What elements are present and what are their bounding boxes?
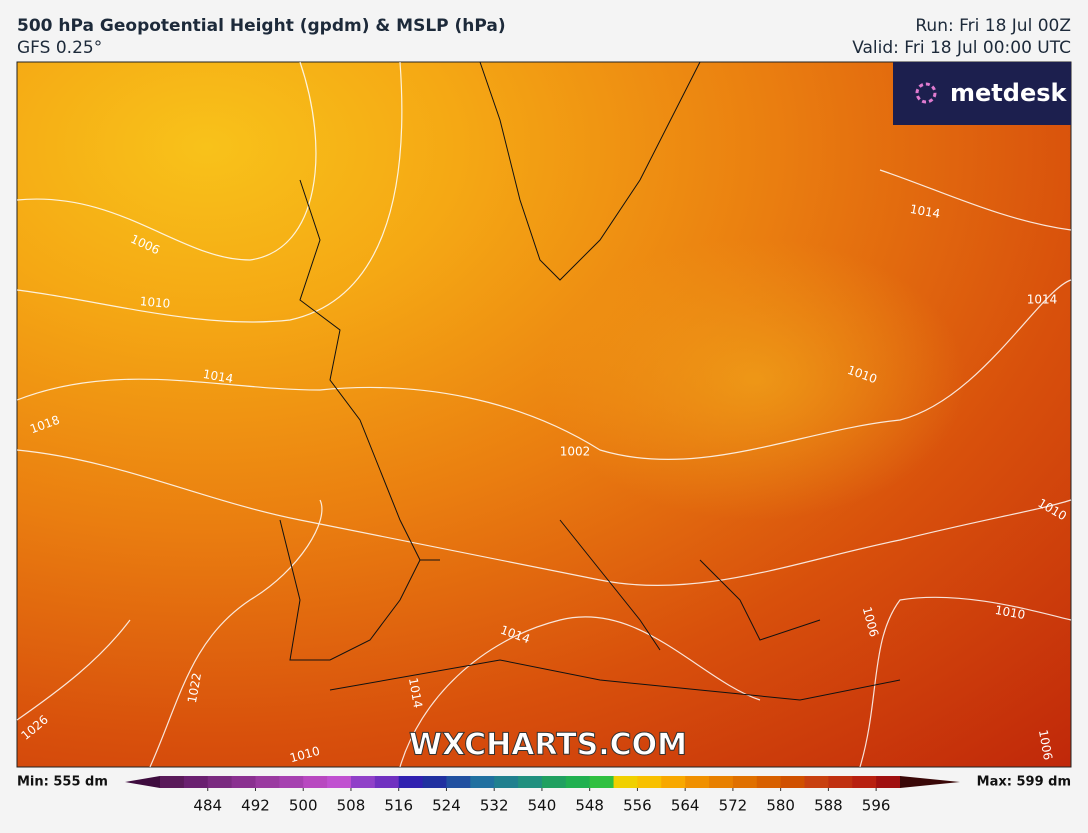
colorbar-cell <box>183 776 209 788</box>
title: 500 hPa Geopotential Height (gpdm) & MSL… <box>17 16 506 36</box>
colorbar-tick-label: 492 <box>241 797 270 815</box>
colorbar-cell <box>350 776 376 788</box>
colorbar-tick-label: 500 <box>289 797 318 815</box>
colorbar-cell <box>518 776 543 788</box>
isobar-label: 1014 <box>202 367 235 386</box>
colorbar-cell <box>327 776 352 788</box>
max-label: Max: 599 dm <box>977 775 1071 790</box>
colorbar-cell <box>732 776 758 788</box>
map-field-high <box>17 62 1071 767</box>
colorbar-tick-label: 588 <box>814 797 843 815</box>
colorbar-cell <box>804 776 829 788</box>
colorbar-tick-label: 540 <box>528 797 557 815</box>
colorbar-cell <box>231 776 256 788</box>
logo-box <box>893 62 1071 125</box>
colorbar-cell <box>661 776 686 788</box>
colorbar-cell <box>279 776 304 788</box>
colorbar-tick-label: 580 <box>766 797 795 815</box>
isobar-label: 1014 <box>1027 293 1058 307</box>
colorbar-cell <box>398 776 424 788</box>
colorbar-cell <box>374 776 400 788</box>
colorbar-cell <box>613 776 638 788</box>
min-label: Min: 555 dm <box>17 775 108 790</box>
isobar-label: 1006 <box>1036 729 1055 762</box>
watermark: WXCHARTS.COM <box>409 728 687 763</box>
colorbar-cell <box>756 776 782 788</box>
colorbar-cell <box>685 776 710 788</box>
isobar-label: 1014 <box>406 677 425 710</box>
colorbar-cell <box>589 776 615 788</box>
colorbar-tick-label: 572 <box>719 797 748 815</box>
map: 1006101010141018102210261010101410141014… <box>16 61 1072 768</box>
coastlines <box>279 61 901 701</box>
colorbar-cell <box>709 776 734 788</box>
colorbar-cell <box>876 776 901 788</box>
isobar-label: 1014 <box>909 202 942 221</box>
isobar-label: 1002 <box>560 445 591 459</box>
run-time: Run: Fri 18 Jul 00Z <box>915 16 1071 36</box>
colorbar-cell <box>255 776 280 788</box>
colorbar-cell <box>565 776 591 788</box>
colorbar-under <box>125 776 160 788</box>
colorbar-cell <box>780 776 806 788</box>
colorbar-cell <box>637 776 662 788</box>
colorbar-tick-label: 508 <box>337 797 366 815</box>
colorbar-over <box>900 776 960 788</box>
isobar-label: 1010 <box>994 603 1027 622</box>
colorbar-tick-label: 596 <box>862 797 891 815</box>
colorbar-tick-label: 516 <box>384 797 413 815</box>
logo-text: metdesk <box>950 79 1068 107</box>
colorbar-cell <box>470 776 495 788</box>
colorbar-cell <box>828 776 853 788</box>
colorbar-tick-label: 524 <box>432 797 461 815</box>
colorbar-tick-label: 532 <box>480 797 509 815</box>
colorbar-tick-label: 548 <box>575 797 604 815</box>
colorbar-cell <box>446 776 471 788</box>
isobar-label: 1010 <box>139 294 171 311</box>
isobars <box>16 61 1072 768</box>
colorbar-cell <box>303 776 328 788</box>
subtitle: GFS 0.25° <box>17 38 102 58</box>
colorbar-cell <box>541 776 567 788</box>
colorbar-cell <box>494 776 519 788</box>
colorbar-cell <box>422 776 447 788</box>
valid-time: Valid: Fri 18 Jul 00:00 UTC <box>852 38 1071 58</box>
colorbar-tick-label: 556 <box>623 797 652 815</box>
colorbar-cell <box>852 776 877 788</box>
colorbar-tick-label: 484 <box>193 797 222 815</box>
colorbar-cell <box>207 776 233 788</box>
isobar-label: 1022 <box>185 672 204 705</box>
colorbar: 484 492 500 508 516 524 532 540 548 556 564 572 580 5… <box>125 776 960 815</box>
logo-icon <box>915 82 937 104</box>
colorbar-tick-label: 564 <box>671 797 700 815</box>
colorbar-cell <box>160 776 185 788</box>
